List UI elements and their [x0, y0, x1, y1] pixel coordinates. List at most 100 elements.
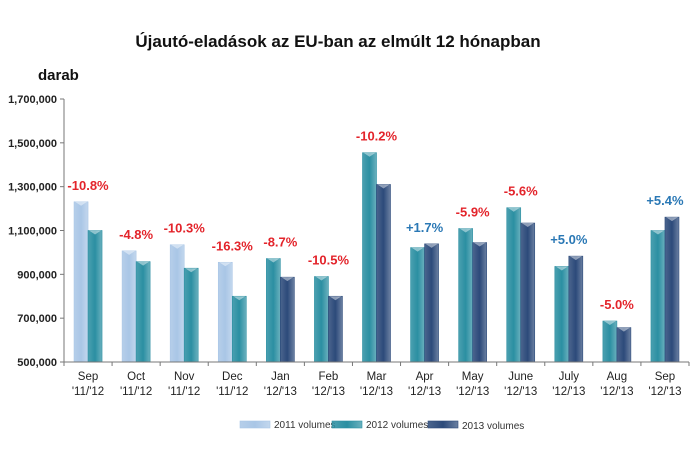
bar-top-highlight	[281, 277, 294, 282]
bar-top-highlight	[521, 223, 534, 228]
bar-2012-volumes	[506, 207, 522, 363]
y-tick-label: 1,700,000	[8, 94, 57, 106]
x-tick-label-month: Sep	[655, 371, 675, 383]
change-label: -10.5%	[308, 253, 350, 268]
bar-top-highlight	[507, 207, 520, 212]
change-label: -10.3%	[164, 221, 206, 236]
bar-2013-volumes	[376, 184, 391, 363]
bar-2013-volumes	[424, 243, 439, 363]
x-tick-label-month: Nov	[174, 371, 195, 383]
bar-2012-volumes	[87, 230, 103, 363]
x-tick-label-period: '11/'12	[72, 386, 104, 398]
change-label: -4.8%	[119, 227, 153, 242]
change-label: -10.8%	[67, 178, 109, 193]
bar-2012-volumes	[458, 228, 473, 363]
x-tick-label-month: Apr	[416, 371, 434, 383]
x-tick-label-period: '11/'12	[120, 386, 152, 398]
bar-2012-volumes	[554, 266, 570, 363]
bar-2011-volumes	[73, 201, 89, 363]
x-tick-label-period: '12/'13	[456, 386, 489, 398]
bar-2013-volumes	[472, 242, 487, 363]
x-tick-label-month: June	[508, 371, 533, 383]
x-tick-label-period: '12/'13	[600, 386, 633, 398]
y-tick-label: 1,300,000	[8, 182, 57, 194]
x-tick-label-month: Aug	[607, 371, 627, 383]
change-labels: -10.8% -4.8% -10.3% -16.3% -8.7% -10.5% -10.2%…	[67, 129, 684, 312]
bar-2012-volumes	[183, 267, 199, 363]
change-label: -16.3%	[212, 238, 254, 253]
bar-top-highlight	[137, 261, 150, 266]
change-label: -8.7%	[263, 235, 297, 250]
y-tick-label: 900,000	[17, 269, 57, 281]
bar-2012-volumes	[231, 295, 247, 363]
bar-2012-volumes	[650, 230, 666, 363]
x-tick-label-period: '12/'13	[264, 386, 297, 398]
bar-top-highlight	[555, 266, 568, 271]
y-axis-label: darab	[38, 67, 79, 84]
change-label: -10.2%	[356, 129, 398, 144]
chart-title: Újautó-eladások az EU-ban az elmúlt 12 h…	[135, 32, 540, 51]
change-label: -5.9%	[456, 205, 490, 220]
change-label: +1.7%	[406, 220, 444, 235]
bar-top-highlight	[267, 258, 280, 263]
bar-2012-volumes	[362, 152, 377, 363]
bar-2013-volumes	[280, 276, 295, 363]
x-tick-label-period: '12/'13	[552, 386, 585, 398]
bar-top-highlight	[233, 296, 246, 301]
bar-top-highlight	[377, 184, 390, 189]
bar-top-highlight	[363, 152, 376, 157]
bar-2012-volumes	[602, 320, 618, 363]
bar-top-highlight	[329, 296, 342, 301]
legend-swatch	[239, 420, 271, 429]
bar-top-highlight	[219, 262, 232, 267]
x-tick-label-period: '12/'13	[408, 386, 441, 398]
bar-2011-volumes	[217, 261, 233, 363]
bar-top-highlight	[75, 201, 88, 206]
legend-label: 2013 volumes	[462, 421, 524, 432]
x-tick-label-period: '12/'13	[312, 386, 345, 398]
y-tick-label: 500,000	[17, 357, 57, 369]
y-tick-label: 700,000	[17, 313, 57, 325]
x-tick-label-month: Feb	[319, 371, 339, 383]
x-tick-label-month: July	[559, 371, 580, 383]
bar-top-highlight	[185, 268, 198, 273]
bar-top-highlight	[473, 242, 486, 247]
x-tick-label-month: Mar	[367, 371, 387, 383]
bar-top-highlight	[89, 230, 102, 235]
x-tick-label-period: '12/'13	[504, 386, 537, 398]
change-label: -5.6%	[504, 184, 538, 199]
x-axis: Sep '11/'12 Oct '11/'12 Nov '11/'12 Dec '11/'12…	[63, 361, 690, 398]
bar-2012-volumes	[135, 261, 151, 363]
y-axis: 500,000 700,000 900,000 1,100,000 1,300,000 1…	[8, 94, 65, 369]
change-label: -5.0%	[600, 297, 634, 312]
bar-2013-volumes	[328, 295, 343, 363]
bar-2013-volumes	[568, 255, 584, 363]
bar-top-highlight	[603, 321, 616, 326]
bar-2013-volumes	[664, 216, 680, 363]
y-tick-label: 1,100,000	[8, 226, 57, 238]
legend-swatch	[427, 420, 459, 429]
x-tick-label-period: '11/'12	[216, 386, 248, 398]
change-label: +5.4%	[646, 193, 684, 208]
legend-label: 2011 volumes	[274, 420, 336, 431]
bar-2013-volumes	[520, 222, 536, 363]
legend: 2011 volumes 2012 volumes 2013 volumes	[239, 420, 524, 432]
x-tick-label-month: Jan	[271, 371, 290, 383]
bar-top-highlight	[315, 276, 328, 281]
bar-top-highlight	[425, 243, 438, 248]
x-tick-label-month: Oct	[127, 371, 146, 383]
change-label: +5.0%	[550, 232, 588, 247]
bar-top-highlight	[665, 217, 678, 222]
bar-top-highlight	[617, 327, 630, 332]
x-tick-label-period: '12/'13	[648, 386, 681, 398]
bar-2011-volumes	[169, 244, 185, 363]
bar-2012-volumes	[314, 276, 329, 363]
bar-2012-volumes	[266, 258, 281, 363]
x-tick-label-period: '12/'13	[360, 386, 393, 398]
x-tick-label-month: Sep	[78, 371, 98, 383]
y-tick-label: 1,500,000	[8, 138, 57, 150]
bar-2012-volumes	[410, 247, 425, 363]
bar-top-highlight	[123, 250, 136, 255]
bar-top-highlight	[459, 228, 472, 233]
